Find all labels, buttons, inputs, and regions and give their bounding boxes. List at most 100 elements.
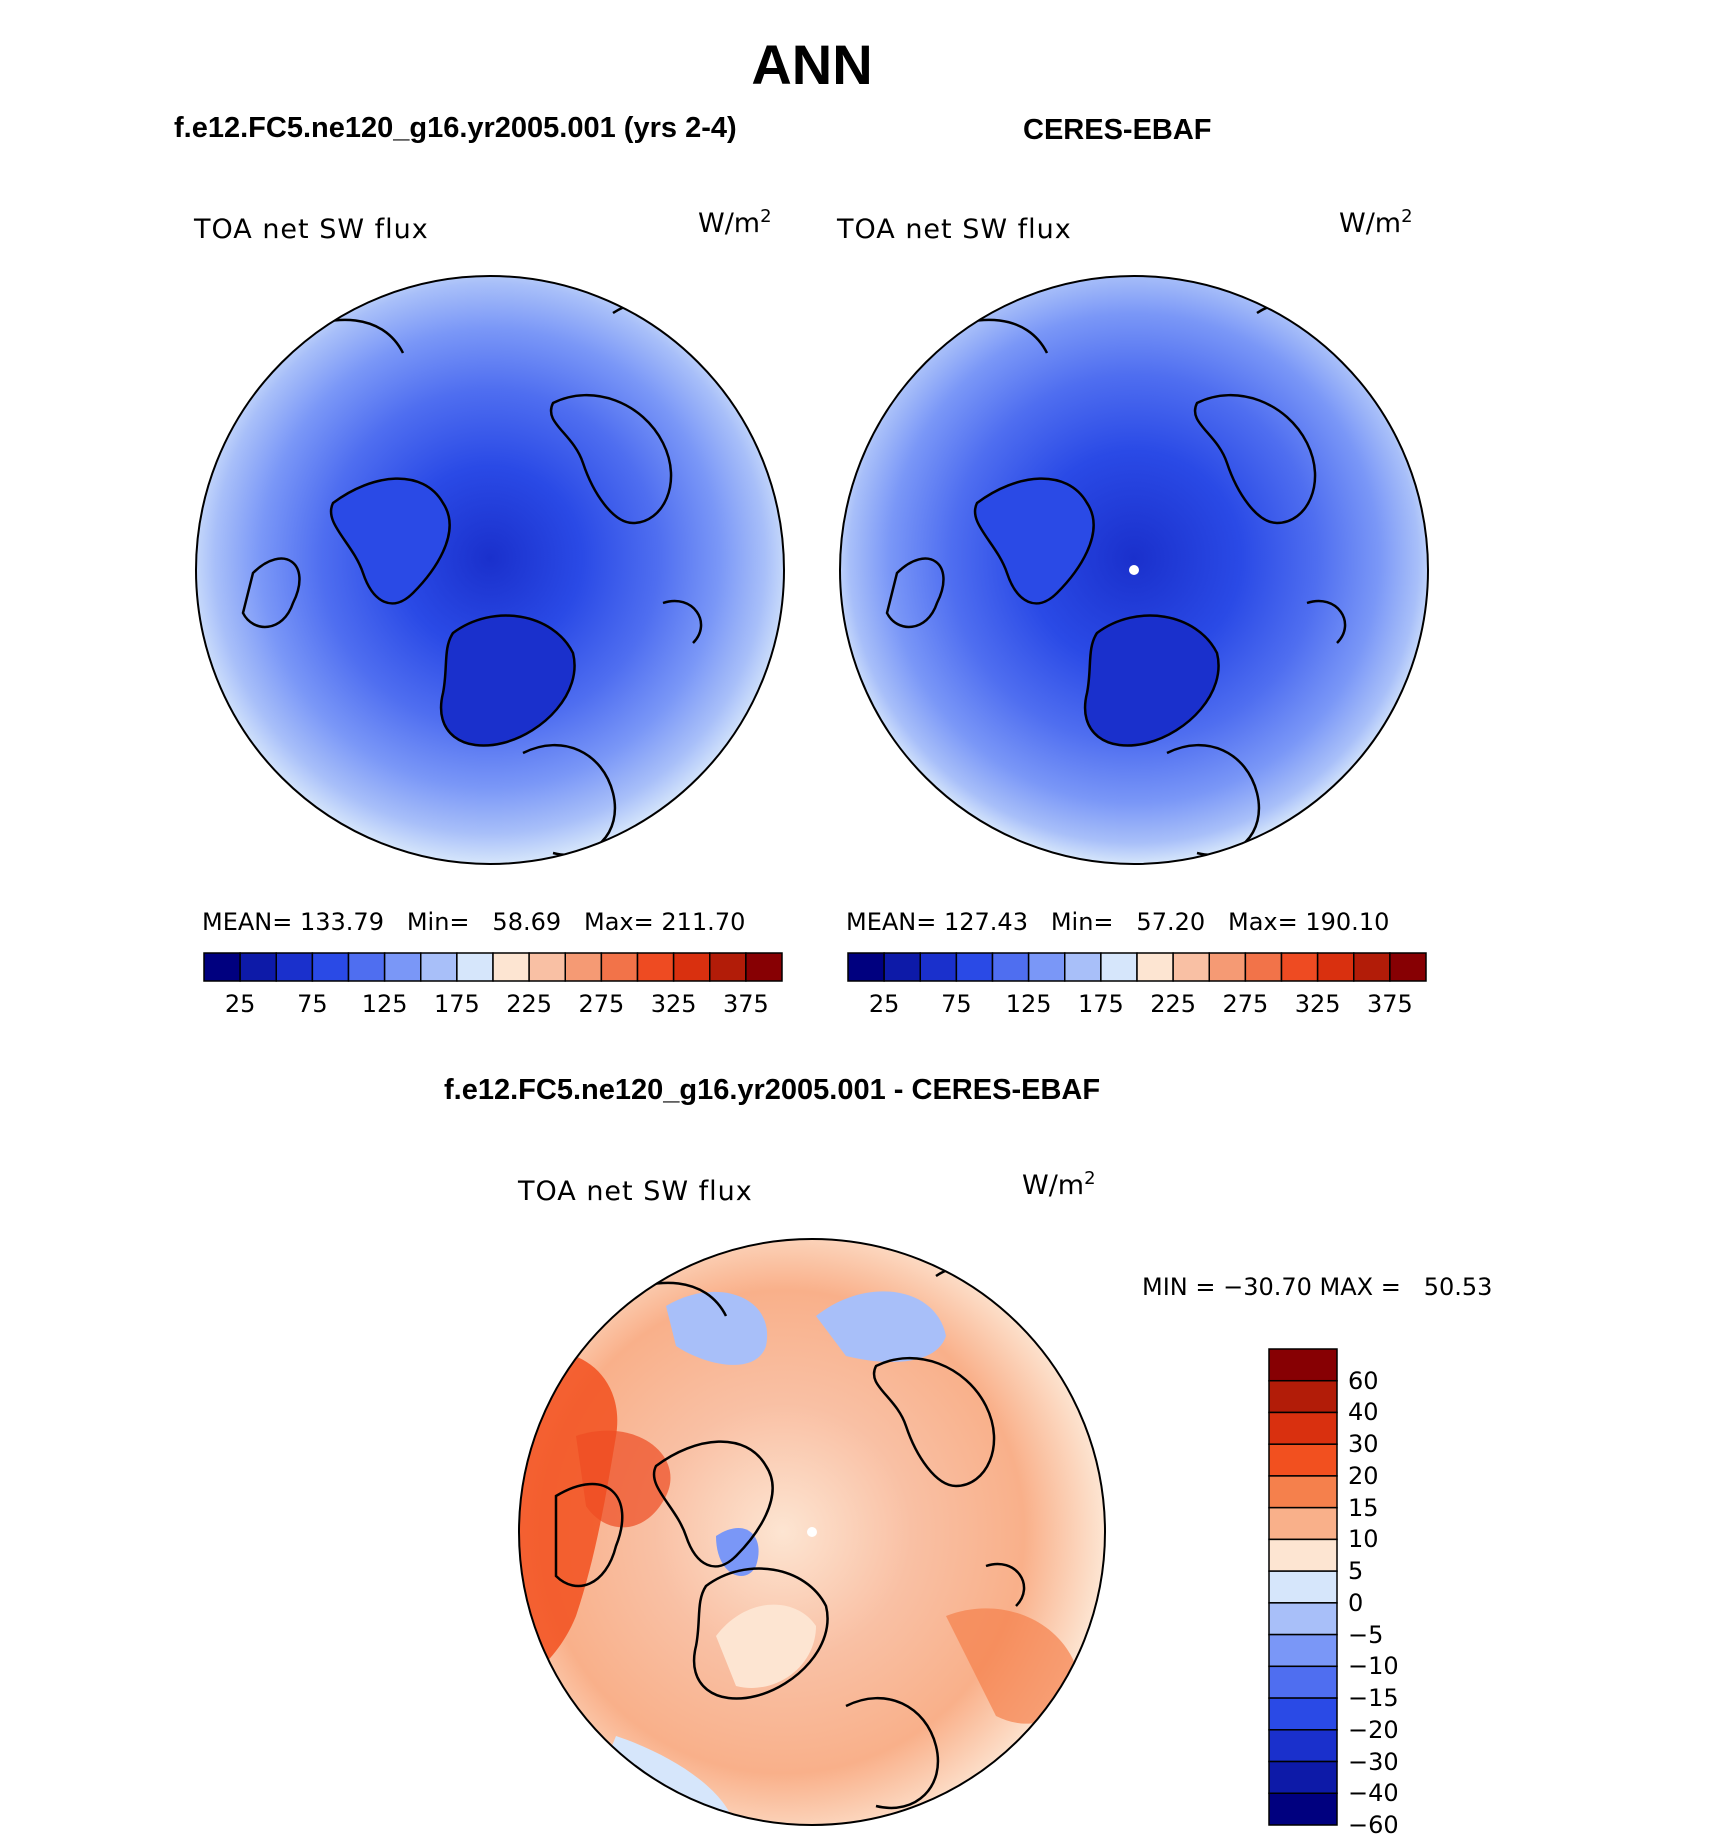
colorbar-swatch <box>1208 952 1247 982</box>
colorbar-swatch <box>1268 1348 1338 1382</box>
colorbar-tick-label: 325 <box>1294 990 1341 1018</box>
model-colorbar <box>203 952 783 982</box>
coastlines <box>241 301 703 857</box>
colorbar-tick-label: −10 <box>1348 1652 1399 1681</box>
season-title: ANN <box>751 33 873 96</box>
colorbar-tick-label: 0 <box>1348 1588 1364 1617</box>
colorbar-tick-label: 40 <box>1348 1398 1379 1427</box>
colorbar-swatch <box>1268 1633 1338 1668</box>
colorbar-tick-label: −20 <box>1348 1715 1399 1744</box>
colorbar-tick-label: −15 <box>1348 1684 1399 1713</box>
colorbar-swatch <box>883 952 921 982</box>
colorbar-tick-label: −60 <box>1348 1811 1399 1839</box>
colorbar-swatch <box>564 952 603 982</box>
diff-minmax: MIN = −30.70 MAX = 50.53 <box>1142 1273 1493 1301</box>
colorbar-swatch <box>456 952 494 982</box>
colorbar-swatch <box>347 952 386 982</box>
panel2-variable-label: TOA net SW flux <box>837 214 1072 245</box>
colorbar-tick-label: 60 <box>1348 1366 1379 1395</box>
colorbar-swatch <box>1064 952 1102 982</box>
colorbar-swatch <box>1268 1411 1338 1445</box>
colorbar-swatch <box>709 952 747 982</box>
colorbar-swatch <box>847 952 885 982</box>
colorbar-swatch <box>1268 1602 1338 1636</box>
colorbar-tick-label: 25 <box>868 990 900 1018</box>
obs-colorbar <box>847 952 1427 982</box>
colorbar-swatch <box>383 952 422 982</box>
colorbar-swatch <box>1244 952 1283 982</box>
colorbar-tick-label: 30 <box>1348 1430 1379 1459</box>
colorbar-swatch <box>1353 952 1391 982</box>
model-stats: MEAN= 133.79 Min= 58.69 Max= 211.70 <box>202 908 746 936</box>
colorbar-tick-label: 25 <box>224 990 256 1018</box>
colorbar-swatch <box>1280 952 1319 982</box>
colorbar-swatch <box>1268 1665 1338 1699</box>
colorbar-swatch <box>600 952 639 982</box>
colorbar-tick-label: 15 <box>1348 1493 1379 1522</box>
model-polar-map <box>195 275 785 865</box>
diff-colorbar <box>1268 1348 1338 1826</box>
colorbar-tick-label: 325 <box>650 990 697 1018</box>
colorbar-swatch <box>1268 1570 1338 1604</box>
panel1-variable-label: TOA net SW flux <box>194 214 429 245</box>
colorbar-swatch <box>1268 1475 1338 1509</box>
diff-polar-map <box>518 1238 1106 1826</box>
colorbar-swatch <box>203 952 241 982</box>
colorbar-tick-label: 225 <box>1150 990 1197 1018</box>
colorbar-swatch <box>1268 1729 1338 1763</box>
colorbar-swatch <box>1389 952 1427 982</box>
coastlines <box>554 1264 1026 1810</box>
colorbar-swatch <box>1268 1538 1338 1572</box>
colorbar-swatch <box>528 952 566 982</box>
colorbar-swatch <box>1136 952 1174 982</box>
colorbar-swatch <box>1172 952 1210 982</box>
colorbar-tick-label: 75 <box>297 990 328 1018</box>
colorbar-tick-label: 375 <box>1366 990 1413 1018</box>
model-case-title: f.e12.FC5.ne120_g16.yr2005.001 (yrs 2-4) <box>174 112 737 144</box>
colorbar-swatch <box>955 952 994 982</box>
obs-stats: MEAN= 127.43 Min= 57.20 Max= 190.10 <box>846 908 1390 936</box>
colorbar-swatch <box>1268 1760 1338 1795</box>
colorbar-swatch <box>311 952 350 982</box>
colorbar-swatch <box>492 952 530 982</box>
colorbar-tick-label: 175 <box>433 990 480 1018</box>
colorbar-tick-label: 75 <box>941 990 972 1018</box>
colorbar-swatch <box>1268 1506 1338 1541</box>
panel2-units: W/m2 <box>1339 206 1413 239</box>
colorbar-swatch <box>636 952 675 982</box>
colorbar-tick-label: 375 <box>722 990 769 1018</box>
colorbar-tick-label: 275 <box>1222 990 1269 1018</box>
colorbar-tick-label: −5 <box>1348 1620 1384 1649</box>
colorbar-swatch <box>919 952 958 982</box>
colorbar-swatch <box>1027 952 1066 982</box>
colorbar-swatch <box>420 952 458 982</box>
diff-title: f.e12.FC5.ne120_g16.yr2005.001 - CERES-E… <box>444 1074 1101 1106</box>
colorbar-tick-label: 125 <box>1005 990 1052 1018</box>
colorbar-tick-label: −40 <box>1348 1779 1399 1808</box>
colorbar-tick-label: 175 <box>1077 990 1124 1018</box>
colorbar-swatch <box>1100 952 1138 982</box>
colorbar-tick-label: 20 <box>1348 1461 1379 1490</box>
diff-variable-label: TOA net SW flux <box>518 1176 753 1207</box>
diff-units: W/m2 <box>1022 1168 1096 1201</box>
colorbar-tick-label: 225 <box>506 990 553 1018</box>
obs-case-title: CERES-EBAF <box>1023 114 1212 146</box>
colorbar-swatch <box>239 952 277 982</box>
colorbar-swatch <box>1268 1792 1338 1826</box>
colorbar-swatch <box>1268 1697 1338 1731</box>
colorbar-swatch <box>1268 1443 1338 1477</box>
pole-marker <box>807 1527 817 1537</box>
colorbar-swatch <box>1316 952 1355 982</box>
colorbar-swatch <box>991 952 1030 982</box>
colorbar-swatch <box>745 952 783 982</box>
panel1-units: W/m2 <box>698 206 772 239</box>
colorbar-tick-label: 275 <box>578 990 625 1018</box>
pole-marker <box>1129 565 1139 575</box>
colorbar-tick-label: 10 <box>1348 1525 1379 1554</box>
colorbar-tick-label: −30 <box>1348 1747 1399 1776</box>
colorbar-swatch <box>1268 1379 1338 1414</box>
colorbar-tick-label: 5 <box>1348 1557 1364 1586</box>
colorbar-swatch <box>275 952 314 982</box>
colorbar-tick-label: 125 <box>361 990 408 1018</box>
colorbar-swatch <box>672 952 711 982</box>
